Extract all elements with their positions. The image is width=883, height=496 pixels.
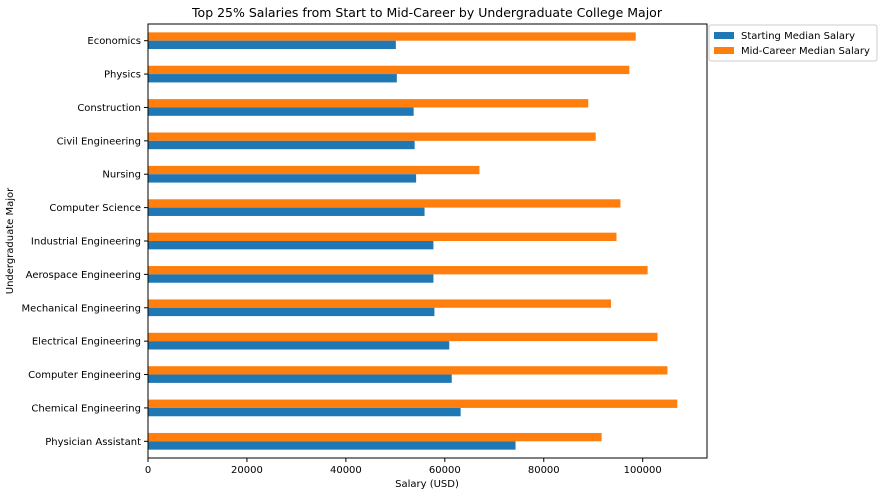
bar-starting: [148, 241, 434, 250]
bar-mid-career: [148, 32, 636, 41]
bar-mid-career: [148, 266, 648, 275]
y-tick-label: Economics: [87, 36, 141, 47]
y-tick-label: Aerospace Engineering: [26, 270, 141, 281]
x-tick-label: 0: [145, 465, 151, 476]
bar-starting: [148, 140, 415, 150]
legend-swatch-starting: [714, 32, 734, 39]
bar-starting: [148, 174, 417, 183]
y-tick-label: Civil Engineering: [57, 136, 141, 147]
y-axis: Economics Physics Construction Civil Engine…: [22, 36, 148, 448]
legend-label-starting: Starting Median Salary: [741, 31, 855, 42]
x-axis-label: Salary (USD): [395, 479, 459, 490]
bar-mid-career: [148, 399, 678, 408]
y-tick-label: Physician Assistant: [45, 437, 141, 448]
bar-mid-career: [148, 165, 480, 175]
bar-mid-career: [148, 432, 602, 442]
y-tick-label: Computer Engineering: [28, 370, 141, 381]
bar-mid-career: [148, 332, 658, 342]
legend-frame: [708, 24, 878, 62]
y-tick-label: Construction: [77, 103, 141, 114]
bar-starting: [148, 307, 435, 317]
bar-starting: [148, 107, 414, 116]
bar-mid-career: [148, 199, 621, 208]
x-tick-label: 80000: [528, 465, 560, 476]
y-axis-label: Undergraduate Major: [5, 187, 16, 294]
bar-mid-career: [148, 65, 630, 75]
bar-starting: [148, 207, 425, 216]
y-tick-label: Mechanical Engineering: [22, 303, 141, 314]
legend: Starting Median Salary Mid-Career Median…: [708, 24, 878, 62]
y-tick-label: Industrial Engineering: [31, 237, 141, 248]
y-tick-label: Computer Science: [49, 203, 141, 214]
x-tick-label: 40000: [330, 465, 362, 476]
x-tick-label: 60000: [429, 465, 461, 476]
y-tick-label: Chemical Engineering: [31, 403, 141, 414]
bar-mid-career: [148, 99, 589, 108]
bars-layer: [148, 32, 678, 450]
bar-mid-career: [148, 366, 668, 375]
y-tick-label: Physics: [104, 70, 141, 81]
bar-mid-career: [148, 132, 596, 141]
bar-starting: [148, 441, 516, 450]
x-tick-label: 20000: [231, 465, 263, 476]
bar-mid-career: [148, 232, 617, 241]
x-axis: 0 20000 40000 60000 80000 100000: [145, 458, 662, 476]
chart-title: Top 25% Salaries from Start to Mid-Caree…: [191, 5, 663, 20]
y-tick-label: Nursing: [102, 170, 141, 181]
bar-starting: [148, 40, 396, 50]
legend-swatch-mid-career: [714, 47, 734, 54]
y-tick-label: Electrical Engineering: [32, 337, 141, 348]
legend-label-mid-career: Mid-Career Median Salary: [741, 46, 870, 57]
bar-mid-career: [148, 299, 612, 308]
bar-starting: [148, 274, 434, 283]
bar-starting: [148, 374, 452, 383]
bar-starting: [148, 74, 397, 83]
bar-starting: [148, 407, 461, 417]
bar-starting: [148, 341, 450, 350]
x-tick-label: 100000: [624, 465, 662, 476]
